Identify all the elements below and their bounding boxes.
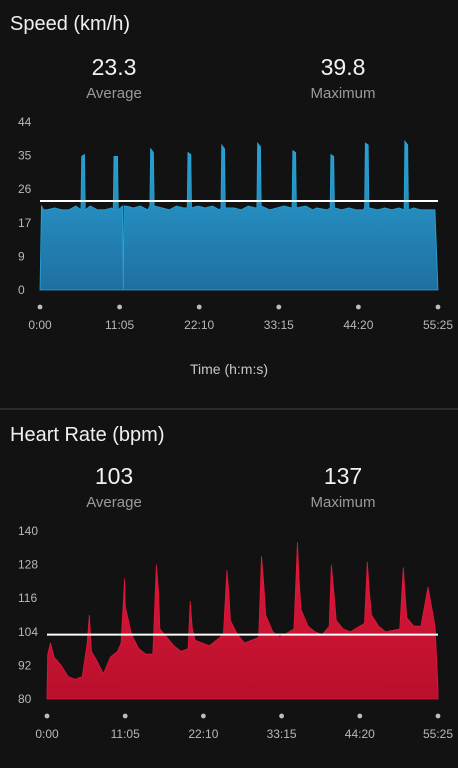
speed-x-tick-label: 33:15 [264,318,294,332]
heart-y-tick-label: 128 [18,558,38,572]
speed-x-tick-marker [356,304,361,310]
speed-x-tick-marker [117,304,122,310]
heart-y-tick-label: 104 [18,625,38,639]
heart-x-tick-label: 22:10 [188,727,218,741]
speed-y-tick-label: 26 [18,182,32,196]
heart-y-tick-label: 116 [18,591,37,605]
speed-x-tick-marker [276,304,282,310]
heart-y-tick-label: 140 [18,524,38,538]
speed-x-axis-title: Time (h:m:s) [189,361,269,377]
speed-average-value: 23.3 [91,54,137,80]
heart-x-tick-marker [435,713,441,719]
heart-x-tick-label: 33:15 [267,727,297,741]
speed-chart: 0 9 17 26 35 44 0:00 11:05 22:10 33:15 44:20 55:25 [18,115,453,332]
heart-x-tick-label: 11:05 [111,727,140,741]
speed-maximum-label: Maximum [310,85,376,102]
heart-y-tick-label: 80 [18,692,32,706]
heart-x-tick-label: 55:25 [423,727,453,741]
speed-y-tick-label: 35 [18,149,32,163]
speed-y-tick-label: 44 [18,115,32,129]
heart-x-tick-marker [357,713,363,719]
speed-x-tick-label: 55:25 [423,318,453,332]
heart-series-area [46,542,439,700]
heart-y-tick-label: 92 [18,658,32,672]
speed-card: Speed (km/h) 23.3 Average 39.8 Maximum 0… [10,13,454,377]
heart-maximum-label: Maximum [310,494,376,511]
heart-x-tick-marker [44,713,50,719]
speed-x-tick-label: 22:10 [184,318,214,332]
heart-x-tick-label: 0:00 [35,727,59,741]
speed-x-tick-label: 44:20 [343,318,373,332]
speed-y-tick-label: 0 [18,283,25,297]
section-divider [0,408,458,410]
speed-average-label: Average [86,85,142,102]
speed-x-tick-marker [37,304,43,310]
speed-y-tick-label: 9 [18,249,25,263]
heart-x-tick-label: 44:20 [345,727,375,741]
speed-series-area [39,139,439,291]
heart-x-tick-marker [201,713,206,719]
speed-x-tick-label: 0:00 [28,318,52,332]
speed-x-tick-marker [435,304,441,310]
speed-y-tick-label: 17 [18,216,32,230]
heart-rate-card: Heart Rate (bpm) 103 Average 137 Maximum [0,410,458,768]
speed-x-tick-marker [196,304,202,310]
speed-title: Speed (km/h) [10,13,131,35]
speed-x-tick-label: 11:05 [105,318,134,332]
heart-x-tick-marker [122,713,128,719]
speed-maximum-value: 39.8 [320,54,366,80]
heart-average-label: Average [86,494,142,511]
heart-rate-title: Heart Rate (bpm) [10,424,165,446]
heart-maximum-value: 137 [323,463,363,489]
heart-average-value: 103 [94,463,134,489]
heart-x-tick-marker [279,713,284,719]
